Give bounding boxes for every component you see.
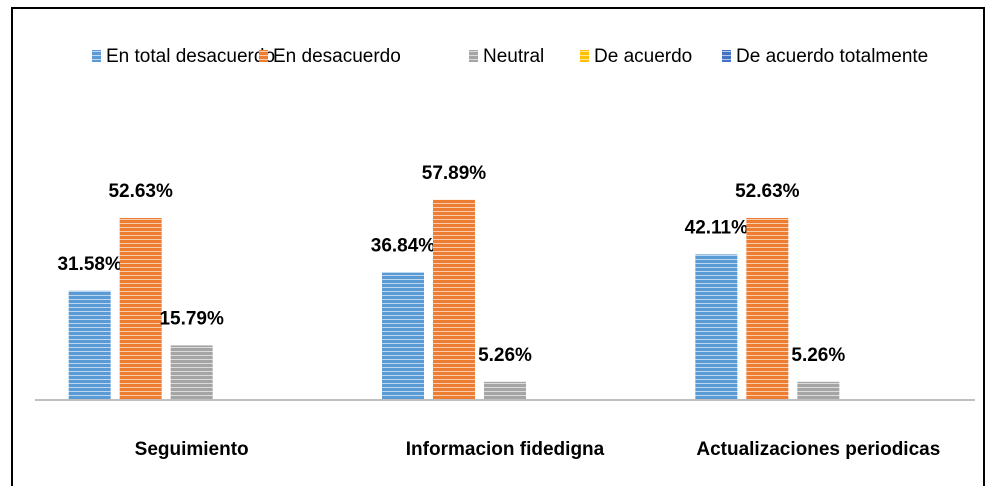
data-label: 15.79% <box>159 308 224 329</box>
legend-label: De acuerdo <box>594 46 692 67</box>
legend-swatch <box>92 50 101 62</box>
bar <box>170 345 213 400</box>
data-label: 36.84% <box>371 236 436 257</box>
legend-swatch <box>469 50 478 62</box>
data-label: 52.63% <box>735 181 800 202</box>
x-tick-label: Informacion fidedigna <box>406 439 605 460</box>
bar <box>695 254 738 400</box>
legend-swatch <box>580 50 589 62</box>
data-label: 42.11% <box>685 217 748 238</box>
legend-label: En desacuerdo <box>273 46 401 67</box>
legend-swatch <box>722 50 731 62</box>
data-label: 57.89% <box>422 163 487 184</box>
data-label: 5.26% <box>478 345 532 366</box>
bar <box>68 290 111 400</box>
bar <box>433 199 475 400</box>
data-label: 52.63% <box>108 181 173 202</box>
bar <box>119 217 162 400</box>
data-label: 31.58% <box>57 254 122 275</box>
x-tick-label: Seguimiento <box>135 439 249 460</box>
bar <box>746 217 789 400</box>
bar <box>797 381 840 400</box>
legend-swatch <box>259 50 268 62</box>
legend-label: Neutral <box>483 46 544 67</box>
legend-label: En total desacuerdo <box>106 46 275 67</box>
data-label: 5.26% <box>791 345 845 366</box>
frame <box>11 7 985 486</box>
bar <box>382 272 424 400</box>
x-tick-label: Actualizaciones periodicas <box>696 439 940 460</box>
legend-label: De acuerdo totalmente <box>736 46 928 67</box>
bar <box>484 381 526 400</box>
